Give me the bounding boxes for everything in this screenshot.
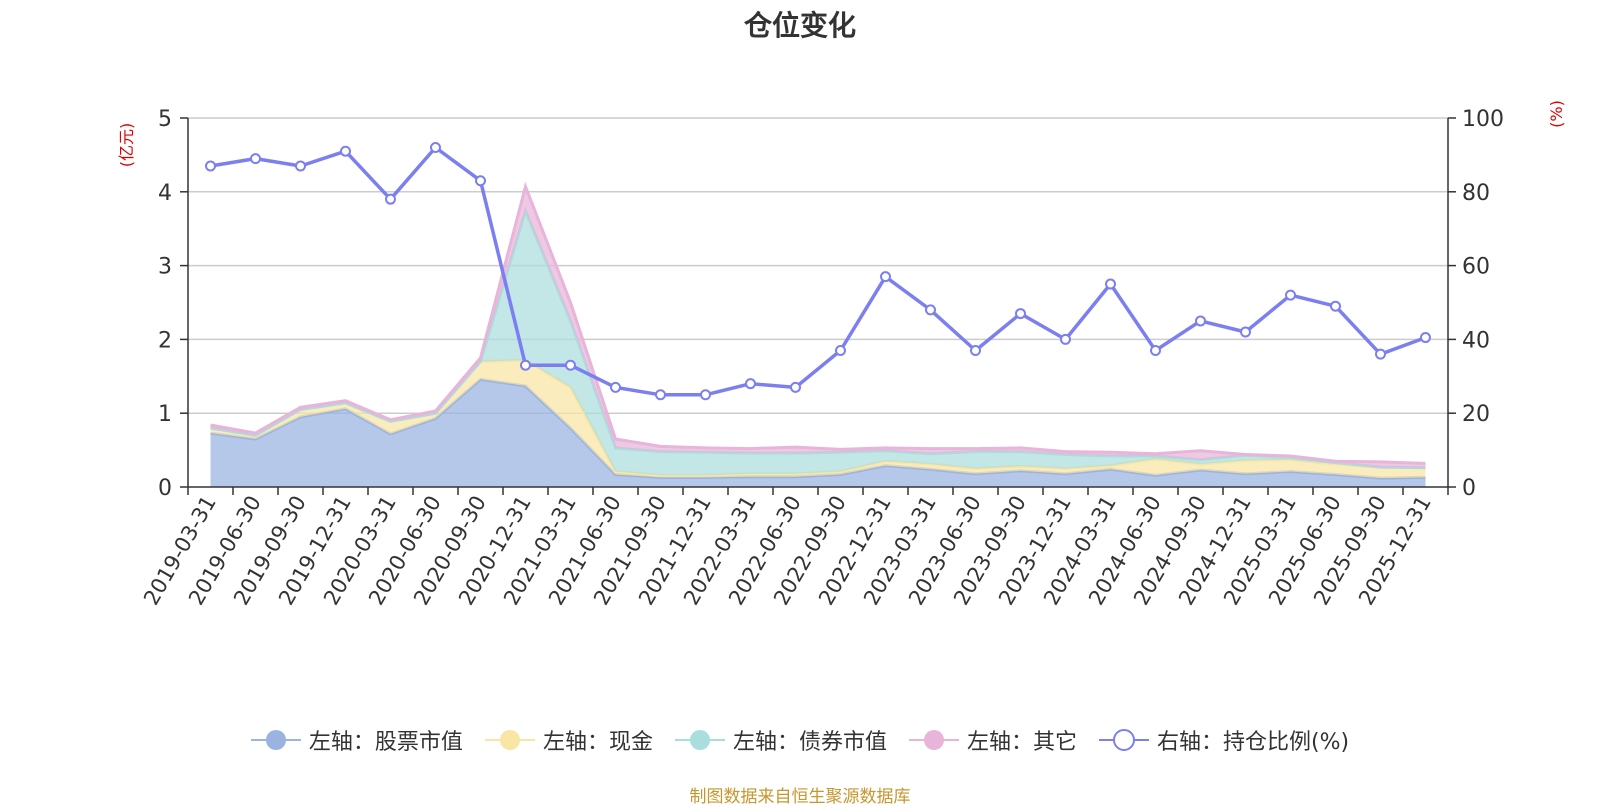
ratio-point <box>385 193 396 205</box>
ratio-point <box>430 142 441 154</box>
legend-label: 左轴：股票市值 <box>308 730 463 755</box>
area-edge-series-4 <box>210 181 1426 465</box>
ratio-point <box>1060 333 1071 345</box>
legend-marker-icon <box>484 730 535 750</box>
right-tick-label: 60 <box>1462 255 1490 280</box>
legend-label: 左轴：现金 <box>542 730 653 755</box>
area-series-1 <box>210 379 1426 487</box>
legend-marker-icon <box>250 730 301 750</box>
right-axis-unit-label: (%) <box>1547 100 1566 128</box>
ratio-line-path <box>210 145 1427 397</box>
legend-item-1[interactable]: 左轴：股票市值 <box>250 724 463 756</box>
ratio-point <box>520 359 531 371</box>
ratio-point <box>1420 332 1431 344</box>
legend-item-3[interactable]: 左轴：债券市值 <box>674 724 887 756</box>
right-tick-label: 0 <box>1462 476 1476 501</box>
ratio-point <box>1150 344 1161 356</box>
left-tick-label: 2 <box>158 328 172 353</box>
ratio-point <box>205 160 216 172</box>
ratio-point <box>295 160 306 172</box>
ratio-point <box>1285 289 1296 301</box>
ratio-point <box>1330 300 1341 312</box>
left-tick-label: 4 <box>158 181 172 206</box>
ratio-point <box>1105 278 1116 290</box>
ratio-point <box>1240 326 1251 338</box>
position-ratio-line <box>205 142 1431 401</box>
ratio-point <box>655 389 666 401</box>
area-series-3 <box>210 211 1426 476</box>
right-tick-label: 80 <box>1462 181 1490 206</box>
legend-marker-icon <box>1098 729 1149 751</box>
ratio-point <box>475 175 486 187</box>
legend-label: 右轴：持仓比例(%) <box>1156 730 1350 755</box>
ratio-point <box>925 304 936 316</box>
ratio-point <box>1015 308 1026 320</box>
legend-label: 左轴：其它 <box>966 730 1077 755</box>
ratio-point <box>745 378 756 390</box>
ratio-point <box>250 153 261 165</box>
ratio-point <box>565 359 576 371</box>
source-note: 制图数据来自恒生聚源数据库 <box>689 787 911 807</box>
right-tick-label: 20 <box>1462 402 1490 427</box>
legend: 左轴：股票市值 左轴：现金 左轴：债券市值 左轴：其它 右轴：持仓比例(%) <box>0 724 1600 756</box>
ratio-point <box>1195 315 1206 327</box>
legend-item-4[interactable]: 左轴：其它 <box>908 724 1077 756</box>
ratio-point <box>340 145 351 157</box>
chart-title: 仓位变化 <box>743 9 856 42</box>
ratio-point <box>1375 348 1386 360</box>
legend-marker-icon <box>674 730 725 750</box>
legend-item-5[interactable]: 右轴：持仓比例(%) <box>1098 724 1350 756</box>
left-tick-label: 1 <box>158 402 172 427</box>
ratio-point <box>970 344 981 356</box>
ratio-point <box>610 381 621 393</box>
right-tick-label: 100 <box>1462 107 1504 132</box>
area-series-2 <box>210 360 1426 479</box>
left-axis-unit-label: (亿元) <box>117 123 136 168</box>
ratio-point <box>790 381 801 393</box>
legend-marker-icon <box>908 730 959 750</box>
ratio-point <box>880 271 891 283</box>
stacked-areas <box>210 181 1426 487</box>
ratio-point <box>700 389 711 401</box>
ratio-point <box>835 344 846 356</box>
left-tick-label: 3 <box>158 255 172 280</box>
legend-label: 左轴：债券市值 <box>732 730 887 755</box>
legend-item-2[interactable]: 左轴：现金 <box>484 724 653 756</box>
left-tick-label: 0 <box>158 476 172 501</box>
left-tick-label: 5 <box>158 107 172 132</box>
right-tick-label: 40 <box>1462 328 1490 353</box>
